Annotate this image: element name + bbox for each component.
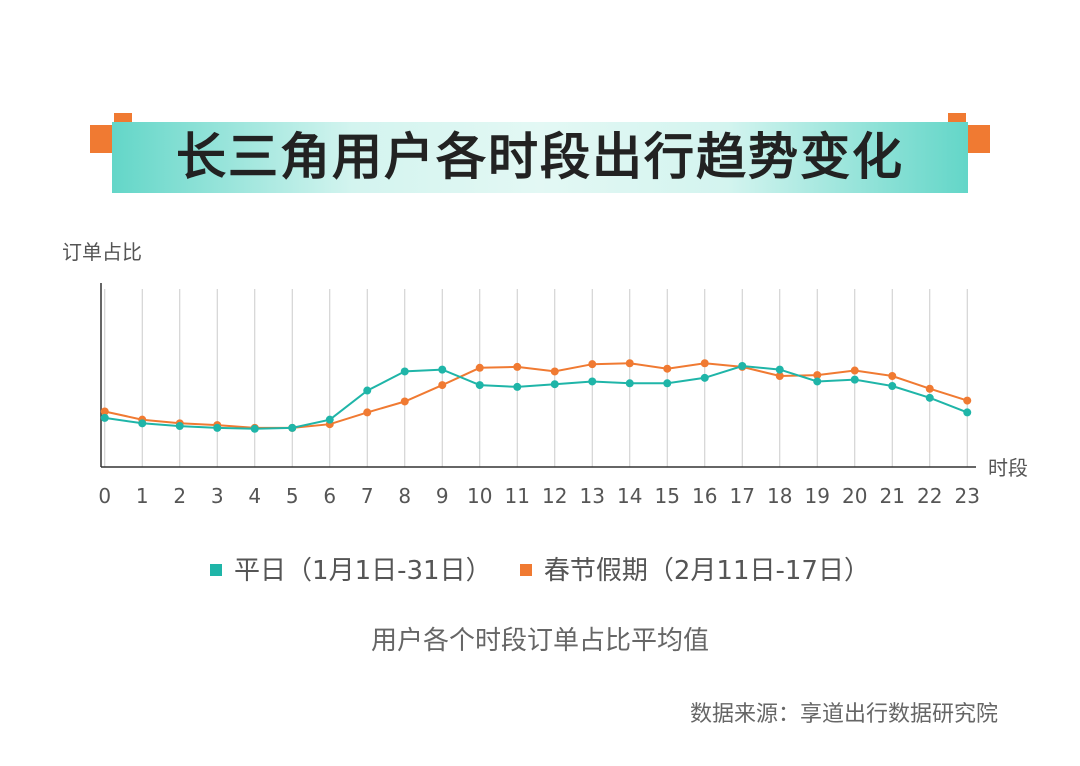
- x-tick-label-4: 4: [248, 484, 261, 508]
- legend-item-holiday: 春节假期（2月11日-17日）: [519, 550, 870, 587]
- line-chart: 0 1 2 3 4 5 6 7 8 9 10 11 12 13 14 15 16 17 18 19 20 21 22 23: [98, 283, 980, 508]
- point-weekday-8: [400, 367, 409, 376]
- x-tick-label-10: 10: [467, 484, 492, 508]
- series-line-weekday: [104, 364, 968, 430]
- point-weekday-23: [963, 408, 972, 417]
- x-tick-label-17: 17: [730, 484, 755, 508]
- point-weekday-18: [775, 365, 784, 374]
- point-weekday-22: [925, 393, 934, 402]
- point-holiday-8: [400, 397, 409, 406]
- legend: 平日（1月1日-31日） 春节假期（2月11日-17日）: [0, 550, 1080, 586]
- x-tick-label-9: 9: [436, 484, 449, 508]
- x-tick-label-8: 8: [398, 484, 411, 508]
- point-weekday-2: [175, 422, 184, 431]
- point-holiday-19: [813, 371, 822, 380]
- point-holiday-21: [888, 372, 897, 380]
- x-tick-label-18: 18: [767, 484, 792, 508]
- point-holiday-7: [363, 408, 372, 417]
- x-tick-label-3: 3: [211, 484, 224, 508]
- legend-label-weekday: 平日（1月1日-31日）: [234, 556, 492, 586]
- point-holiday-9: [438, 381, 447, 390]
- point-holiday-0: [100, 407, 109, 416]
- point-weekday-6: [325, 415, 334, 424]
- x-tick-label-1: 1: [136, 484, 149, 508]
- x-tick-label-20: 20: [842, 484, 867, 508]
- x-tick-label-23: 23: [955, 484, 980, 508]
- point-holiday-13: [588, 360, 597, 369]
- x-tick-label-5: 5: [286, 484, 299, 508]
- legend-item-weekday: 平日（1月1日-31日）: [210, 550, 492, 587]
- point-weekday-21: [888, 382, 897, 391]
- legend-swatch-holiday: [519, 563, 532, 576]
- point-holiday-14: [625, 359, 634, 368]
- chart-subtitle: 用户各个时段订单占比平均值: [370, 626, 709, 656]
- point-weekday-13: [588, 377, 597, 386]
- x-tick-label-12: 12: [542, 484, 567, 508]
- x-tick-label-19: 19: [805, 484, 830, 508]
- point-weekday-19: [813, 377, 822, 386]
- point-weekday-3: [213, 423, 222, 432]
- chart-title: 长三角用户各时段出行趋势变化: [176, 128, 904, 186]
- x-tick-label-7: 7: [361, 484, 374, 508]
- point-holiday-12: [550, 367, 559, 376]
- series-line-holiday: [104, 362, 968, 429]
- point-weekday-17: [738, 361, 747, 370]
- point-weekday-14: [625, 379, 634, 388]
- data-source: 数据来源：享道出行数据研究院: [689, 702, 998, 727]
- point-holiday-16: [700, 359, 709, 368]
- point-weekday-0: [100, 413, 109, 422]
- legend-label-holiday: 春节假期（2月11日-17日）: [543, 556, 870, 586]
- x-tick-label-15: 15: [655, 484, 680, 508]
- point-weekday-20: [850, 375, 859, 384]
- point-weekday-7: [363, 386, 372, 395]
- point-weekday-16: [700, 373, 709, 382]
- point-holiday-18: [775, 372, 784, 380]
- point-weekday-1: [138, 419, 147, 428]
- point-weekday-12: [550, 380, 559, 389]
- x-tick-label-6: 6: [323, 484, 336, 508]
- title-banner: 长三角用户各时段出行趋势变化: [112, 122, 968, 193]
- legend-swatch-weekday: [210, 563, 223, 576]
- x-tick-label-16: 16: [692, 484, 717, 508]
- x-tick-label-22: 22: [917, 484, 942, 508]
- point-weekday-9: [438, 365, 447, 374]
- x-tick-label-2: 2: [173, 484, 186, 508]
- x-axis-label: 时段: [988, 456, 1028, 480]
- x-tick-label-11: 11: [505, 484, 530, 508]
- x-tick-label-21: 21: [880, 484, 905, 508]
- point-holiday-10: [475, 363, 484, 372]
- point-holiday-23: [963, 396, 972, 405]
- point-weekday-4: [250, 424, 259, 433]
- x-tick-label-0: 0: [98, 484, 111, 508]
- x-tick-label-14: 14: [617, 484, 642, 508]
- point-weekday-10: [475, 381, 484, 390]
- point-holiday-22: [925, 384, 934, 393]
- point-holiday-11: [513, 362, 522, 371]
- point-weekday-11: [513, 382, 522, 391]
- x-tick-label-13: 13: [580, 484, 605, 508]
- point-holiday-20: [850, 366, 859, 375]
- point-holiday-15: [663, 364, 672, 373]
- point-weekday-5: [288, 423, 297, 432]
- y-axis-label: 订单占比: [62, 240, 142, 264]
- point-weekday-15: [663, 379, 672, 388]
